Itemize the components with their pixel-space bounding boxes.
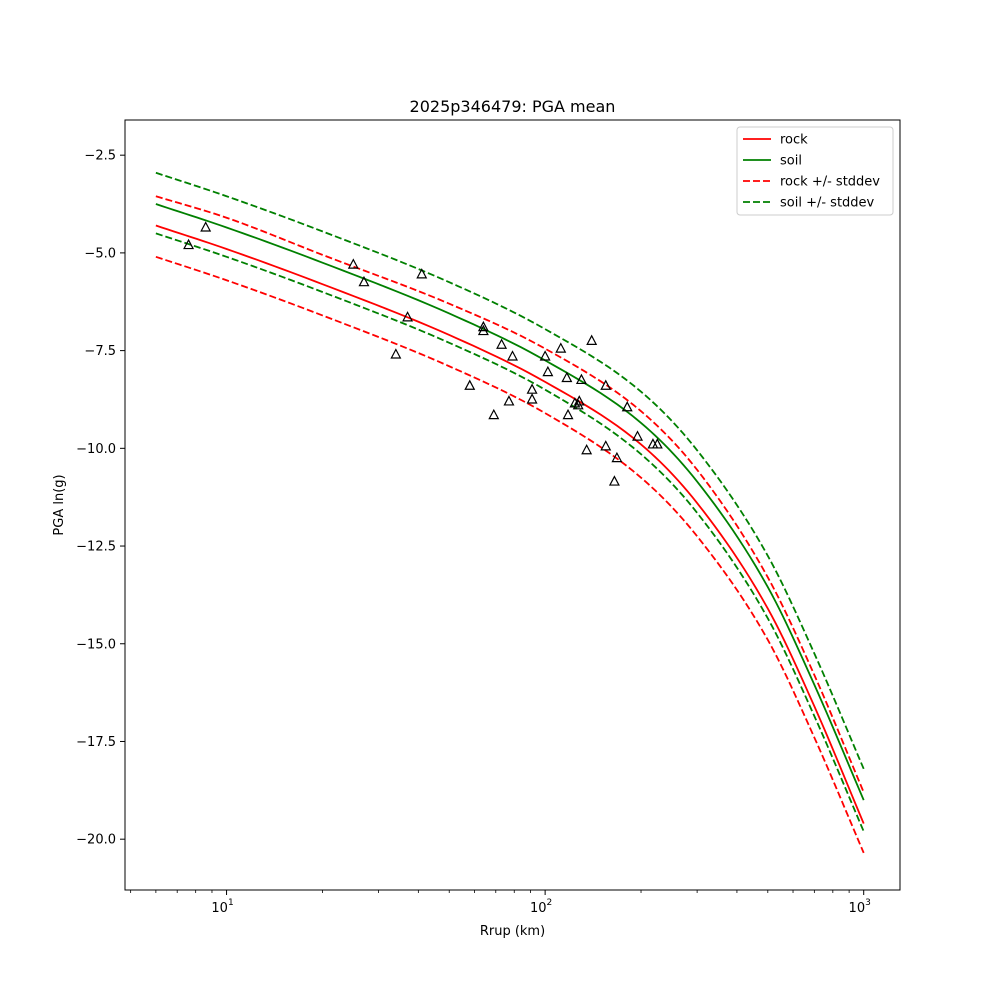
observation-markers	[183, 221, 663, 486]
x-tick-label: 101	[211, 898, 233, 916]
x-tick-label: 102	[530, 898, 552, 916]
observation-point	[496, 338, 508, 349]
y-tick-label: −10.0	[76, 442, 116, 457]
series-line-0	[155, 224, 865, 824]
plot-frame	[124, 119, 901, 891]
legend-entry: soil +/- stddev	[780, 196, 875, 211]
observation-point	[621, 401, 633, 412]
chart-title: 2025p346479: PGA mean	[410, 97, 616, 116]
legend: rock soil rock +/- stddev soil +/- stddev	[736, 126, 894, 216]
observation-point	[555, 342, 567, 353]
legend-entry: soil	[780, 154, 802, 169]
observation-point	[600, 440, 612, 451]
y-tick-label: −5.0	[84, 246, 116, 261]
series-line-1	[155, 203, 865, 801]
observation-point	[611, 451, 623, 463]
observation-point	[573, 395, 585, 406]
x-axis-ticks: 101 102 103	[130, 890, 871, 916]
y-axis-label: PGA ln(g)	[52, 474, 67, 535]
legend-frame	[736, 126, 894, 216]
observation-point	[477, 324, 489, 336]
observation-point	[632, 430, 644, 441]
observation-point	[358, 275, 370, 287]
series-line-5	[155, 232, 865, 832]
observation-point	[507, 350, 519, 361]
observation-point	[575, 373, 587, 385]
series-line-3	[155, 255, 865, 854]
y-tick-label: −17.5	[76, 735, 116, 750]
observation-point	[347, 258, 359, 269]
observation-point	[562, 408, 574, 420]
observation-point	[586, 334, 598, 345]
y-tick-label: −7.5	[84, 344, 116, 359]
observation-point	[539, 350, 551, 361]
observation-point	[402, 311, 414, 322]
observation-point	[390, 348, 402, 359]
observation-point	[183, 238, 195, 250]
legend-entry: rock +/- stddev	[780, 175, 880, 190]
observation-point	[503, 395, 515, 406]
y-tick-label: −2.5	[84, 149, 116, 164]
observation-point	[488, 408, 500, 420]
series-line-2	[155, 195, 865, 793]
observation-point	[581, 443, 593, 455]
legend-entry: rock	[780, 133, 808, 148]
observation-point	[600, 379, 612, 390]
observation-point	[416, 268, 428, 279]
y-tick-label: −15.0	[76, 637, 116, 652]
observation-point	[542, 365, 554, 377]
y-axis-ticks: −2.5 −5.0 −7.5 −10.0 −12.5 −15.0 −17.5 −20.0	[76, 149, 125, 848]
observation-point	[526, 393, 538, 404]
observation-point	[561, 371, 573, 383]
observation-point	[464, 379, 476, 390]
observation-point	[477, 320, 489, 332]
x-tick-label: 103	[849, 898, 871, 916]
x-axis-label: Rrup (km)	[480, 924, 545, 939]
observation-point	[526, 383, 538, 394]
observation-point	[608, 475, 620, 486]
series-line-4	[155, 171, 865, 770]
observation-point	[651, 438, 663, 449]
plot-area	[155, 171, 865, 854]
y-tick-label: −12.5	[76, 540, 116, 555]
observation-point	[200, 221, 212, 232]
y-tick-label: −20.0	[76, 833, 116, 848]
